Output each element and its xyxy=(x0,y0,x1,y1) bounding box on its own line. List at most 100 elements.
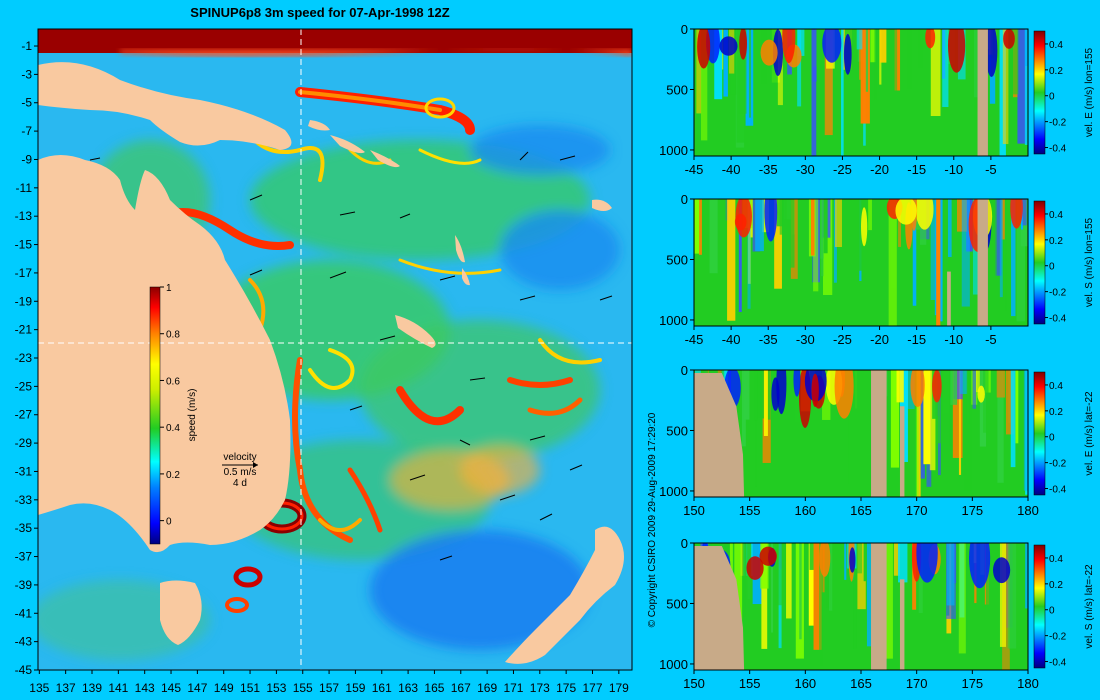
section1-y-tick-label: 0 xyxy=(681,22,688,37)
section2-colorbar-tick-label: 0.2 xyxy=(1049,236,1063,247)
speed-colorbar-tick-label: 0.6 xyxy=(166,376,180,387)
map-y-tick-label: -7 xyxy=(21,124,32,138)
section4-colorbar xyxy=(1033,544,1046,669)
map-x-tick-label: 159 xyxy=(345,681,365,695)
map-y-tick-label: -21 xyxy=(15,323,33,337)
map-y-tick-label: -19 xyxy=(15,294,33,308)
land xyxy=(38,62,624,664)
section4-x-tick-label: 175 xyxy=(961,676,983,691)
section2-x-tick-label: -20 xyxy=(870,332,889,347)
map-x-tick-label: 135 xyxy=(29,681,49,695)
section4-y-tick-label: 1000 xyxy=(659,657,688,672)
section3-y-tick-label: 500 xyxy=(666,423,688,438)
map-x-tick-label: 163 xyxy=(398,681,418,695)
section2-y-tick-label: 1000 xyxy=(659,313,688,328)
speed-colorbar-label: speed (m/s) xyxy=(187,389,198,442)
section3-x-tick-label: 175 xyxy=(961,503,983,518)
section-panels: -45 -40 -35 -30 -25 -20 -15 -10 -5 0 500 1000 -0.4 -0… xyxy=(659,22,1095,691)
section4-colorbar-tick-label: 0.2 xyxy=(1049,580,1063,591)
map-y-tick-label: -25 xyxy=(15,379,33,393)
section1-colorbar-label: vel. E (m/s) lon=155 xyxy=(1084,47,1095,137)
map-x-tick-label: 145 xyxy=(161,681,181,695)
section2-x-tick-label: -5 xyxy=(985,332,997,347)
map-y-tick-label: -5 xyxy=(21,96,32,110)
map-x-tick-label: 171 xyxy=(503,681,523,695)
map-y-tick-label: -31 xyxy=(15,464,33,478)
section2-colorbar-tick-label: -0.4 xyxy=(1049,314,1067,325)
section2-colorbar xyxy=(1033,200,1046,325)
map-x-tick-label: 143 xyxy=(135,681,155,695)
map-panel: 135 137 139 141 143 145 147 149 151 153 155 157 159 1… xyxy=(15,28,633,695)
section1-x-tick-label: -30 xyxy=(796,162,815,177)
map-x-tick-label: 147 xyxy=(187,681,207,695)
section3-colorbar-tick-label: -0.4 xyxy=(1049,485,1067,496)
section1-y-tick-label: 500 xyxy=(666,82,688,97)
speed-colorbar-tick-label: 0.4 xyxy=(166,423,180,434)
section2-x-tick-label: -15 xyxy=(907,332,926,347)
velocity-key: velocity 0.5 m/s 4 d xyxy=(222,452,258,489)
map-x-axis: 135 137 139 141 143 145 147 149 151 153 155 157 159 1… xyxy=(29,670,629,695)
section2-panel: -45 -40 -35 -30 -25 -20 -15 -10 -5 0 500 1000 -0.4 -0… xyxy=(659,192,1095,347)
speed-colorbar-tick-label: 0.8 xyxy=(166,330,180,341)
section2-colorbar-tick-label: 0.4 xyxy=(1049,210,1063,221)
section4-y-tick-label: 0 xyxy=(681,536,688,551)
velocity-arrows xyxy=(89,151,613,561)
map-x-tick-label: 165 xyxy=(424,681,444,695)
section4-colorbar-tick-label: -0.4 xyxy=(1049,658,1067,669)
section4-x-tick-label: 150 xyxy=(683,676,705,691)
map-x-tick-label: 141 xyxy=(108,681,128,695)
map-x-tick-label: 153 xyxy=(266,681,286,695)
map-y-tick-label: -17 xyxy=(15,266,33,280)
section1-colorbar-tick-label: 0.4 xyxy=(1049,40,1063,51)
speed-colorbar-tick-label: 1 xyxy=(166,283,172,294)
section3-x-tick-label: 180 xyxy=(1017,503,1039,518)
map-x-tick-label: 139 xyxy=(82,681,102,695)
map-x-tick-label: 175 xyxy=(556,681,576,695)
map-x-tick-label: 173 xyxy=(530,681,550,695)
section4-x-tick-label: 160 xyxy=(794,676,816,691)
map-y-tick-label: -39 xyxy=(15,578,33,592)
section1-colorbar-tick-label: -0.4 xyxy=(1049,144,1067,155)
section2-colorbar-tick-label: 0 xyxy=(1049,262,1055,273)
map-y-tick-label: -11 xyxy=(16,181,33,195)
map-y-tick-label: -3 xyxy=(21,67,32,81)
section4-colorbar-tick-label: 0.4 xyxy=(1049,554,1063,565)
map-x-tick-label: 179 xyxy=(609,681,629,695)
section2-x-tick-label: -45 xyxy=(685,332,704,347)
map-x-tick-label: 151 xyxy=(240,681,260,695)
section2-x-tick-label: -10 xyxy=(944,332,963,347)
section1-colorbar xyxy=(1033,30,1046,155)
section3-colorbar-tick-label: 0.4 xyxy=(1049,381,1063,392)
section2-x-tick-label: -40 xyxy=(722,332,741,347)
section3-x-tick-label: 170 xyxy=(906,503,928,518)
section3-y-tick-label: 1000 xyxy=(659,484,688,499)
section1-x-tick-label: -40 xyxy=(722,162,741,177)
section2-x-tick-label: -25 xyxy=(833,332,852,347)
section4-x-tick-label: 155 xyxy=(739,676,761,691)
velocity-key-interval: 4 d xyxy=(233,478,247,489)
section3-x-tick-label: 150 xyxy=(683,503,705,518)
section4-x-tick-label: 170 xyxy=(906,676,928,691)
map-y-axis: -1 -3 -5 -7 -9 -11 -13 -15 -17 -19 -21 -23 -25 -27 -29… xyxy=(15,39,38,677)
section3-colorbar-label: vel. E (m/s) lat=-22 xyxy=(1084,391,1095,476)
map-y-tick-label: -33 xyxy=(15,493,33,507)
section3-y-tick-label: 0 xyxy=(681,363,688,378)
velocity-key-label: velocity xyxy=(223,452,256,463)
map-x-tick-label: 161 xyxy=(372,681,392,695)
section3-colorbar xyxy=(1033,371,1046,496)
map-y-tick-label: -1 xyxy=(21,39,32,53)
map-x-tick-label: 169 xyxy=(477,681,497,695)
map-y-tick-label: -35 xyxy=(15,521,33,535)
section2-colorbar-label: vel. S (m/s) lon=155 xyxy=(1084,217,1095,307)
section4-colorbar-label: vel. S (m/s) lat=-22 xyxy=(1084,564,1095,649)
map-y-tick-label: -9 xyxy=(21,152,32,166)
map-x-tick-label: 149 xyxy=(214,681,234,695)
section4-colorbar-tick-label: -0.2 xyxy=(1049,632,1067,643)
section1-x-tick-label: -5 xyxy=(985,162,997,177)
section3-colorbar-tick-label: 0.2 xyxy=(1049,407,1063,418)
map-y-tick-label: -37 xyxy=(15,550,33,564)
section3-colorbar-tick-label: 0 xyxy=(1049,433,1055,444)
section3-panel: 150 155 160 165 170 175 180 0 500 1000 -0.4 -0.2 0 0.… xyxy=(659,363,1095,518)
section2-y-tick-label: 0 xyxy=(681,192,688,207)
